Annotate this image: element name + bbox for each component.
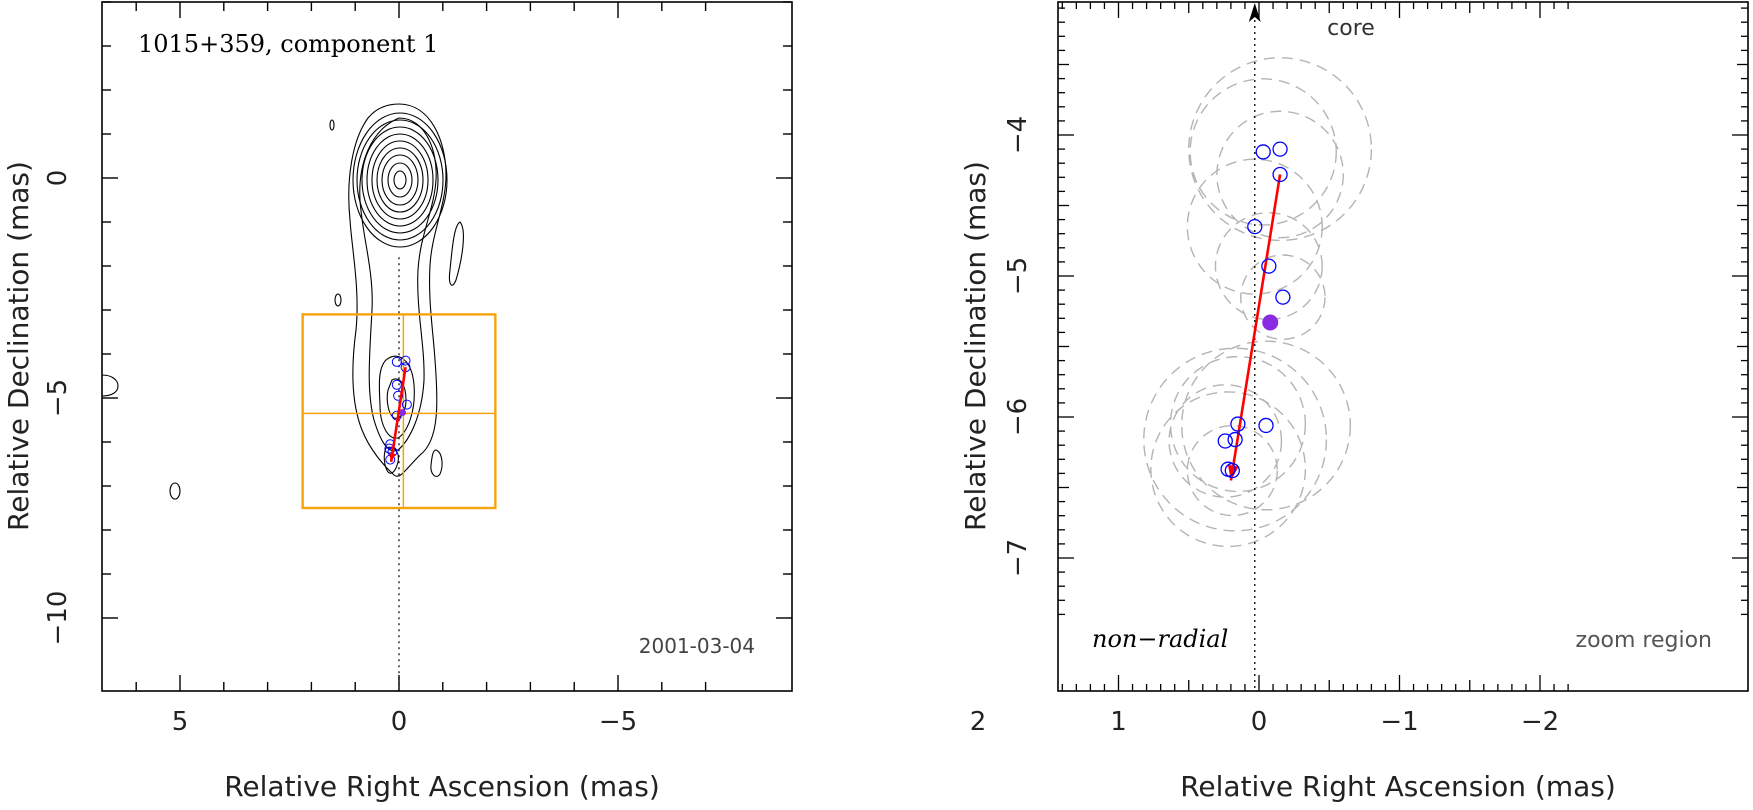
x-tick-label: 5 bbox=[172, 707, 189, 737]
component-marker bbox=[1217, 433, 1233, 449]
motion-vector bbox=[389, 367, 407, 462]
core-direction-line bbox=[1248, 3, 1261, 691]
core-contour bbox=[387, 162, 413, 198]
uncertainty-circle-group bbox=[1143, 57, 1373, 548]
right-axis-ticks: 2 1 0 −1 −2 −4 −5 −6 −7 bbox=[970, 2, 1748, 737]
uncertainty-circle bbox=[1214, 212, 1323, 321]
core-contour bbox=[366, 133, 434, 227]
uncertainty-circles bbox=[1143, 57, 1373, 548]
core-contour bbox=[376, 147, 424, 213]
core-contour bbox=[356, 119, 444, 241]
x-tick-label: −1 bbox=[1380, 707, 1418, 737]
uncertainty-circle bbox=[1181, 340, 1352, 511]
uncertainty-circle bbox=[1216, 110, 1344, 239]
x-tick-label: −5 bbox=[599, 707, 637, 737]
component-marker bbox=[1261, 258, 1277, 274]
jet-contour bbox=[383, 446, 399, 474]
component-marker bbox=[401, 399, 412, 410]
zoom-box-rect bbox=[301, 313, 497, 510]
core-contour bbox=[371, 140, 429, 220]
left-x-axis-label: Relative Right Ascension (mas) bbox=[224, 770, 660, 803]
jet-contour bbox=[348, 103, 447, 477]
uncertainty-circle bbox=[1143, 347, 1328, 532]
right-x-axis-label: Relative Right Ascension (mas) bbox=[1180, 770, 1616, 803]
motion-vector bbox=[1229, 174, 1282, 481]
noise-contour bbox=[334, 293, 342, 307]
x-tick-label: 0 bbox=[391, 707, 408, 737]
y-tick-label: −4 bbox=[1003, 116, 1033, 154]
motion-vector-arrowhead bbox=[388, 453, 396, 462]
jet-contour bbox=[448, 221, 464, 286]
non-radial-label: non−radial bbox=[1092, 625, 1228, 653]
contour-map bbox=[101, 103, 464, 500]
y-tick-label: −6 bbox=[1003, 398, 1033, 436]
x-tick-label: 1 bbox=[1110, 707, 1127, 737]
right-y-axis-label: Relative Declination (mas) bbox=[959, 161, 992, 531]
left-y-axis-label: Relative Declination (mas) bbox=[2, 161, 35, 531]
core-contour bbox=[361, 126, 439, 234]
uncertainty-circle bbox=[1168, 384, 1283, 498]
component-marker bbox=[1275, 289, 1291, 305]
jet-contour bbox=[359, 117, 437, 452]
component-marker bbox=[393, 390, 404, 401]
component-marker bbox=[391, 379, 402, 390]
component-marker bbox=[1258, 417, 1274, 434]
uncertainty-circle bbox=[1240, 254, 1326, 341]
core-contour bbox=[381, 154, 419, 206]
highlighted-component-marker bbox=[399, 409, 407, 417]
y-tick-label: −5 bbox=[1003, 257, 1033, 295]
component-marker bbox=[1255, 144, 1271, 160]
uncertainty-circle bbox=[1169, 355, 1307, 493]
component-marker bbox=[1224, 462, 1240, 479]
x-tick-label: −2 bbox=[1521, 707, 1559, 737]
uncertainty-circle bbox=[1186, 158, 1323, 295]
left-plot-title: 1015+359, component 1 bbox=[138, 30, 438, 58]
jet-contour bbox=[378, 355, 415, 439]
noise-contour bbox=[169, 482, 181, 500]
noise-contour bbox=[101, 374, 119, 397]
noise-contour bbox=[329, 119, 335, 131]
uncertainty-circle bbox=[1189, 78, 1337, 226]
y-tick-label: −5 bbox=[43, 379, 73, 417]
component-markers bbox=[384, 355, 412, 465]
uncertainty-circle bbox=[1188, 57, 1373, 242]
y-tick-label: −10 bbox=[43, 591, 73, 646]
y-tick-label: −7 bbox=[1003, 539, 1033, 577]
uncertainty-circle bbox=[1186, 424, 1278, 517]
uncertainty-circle bbox=[1150, 391, 1307, 548]
component-marker bbox=[1227, 431, 1243, 448]
left-plot-frame bbox=[101, 1, 793, 692]
component-marker bbox=[400, 355, 411, 366]
left-panel: 5 0 −5 0 −5 −10 1015+359, component 1 2001-03… bbox=[2, 1, 793, 803]
component-marker bbox=[1247, 218, 1263, 235]
core-direction-arrowhead bbox=[1248, 3, 1261, 22]
component-marker bbox=[1230, 416, 1246, 432]
component-marker bbox=[1272, 141, 1288, 157]
observation-date: 2001-03-04 bbox=[639, 634, 755, 658]
y-tick-label: 0 bbox=[43, 170, 73, 187]
left-axis-ticks: 5 0 −5 0 −5 −10 bbox=[43, 1, 792, 737]
right-plot-frame bbox=[1057, 1, 1749, 692]
zoom-region-label: zoom region bbox=[1576, 628, 1712, 653]
component-marker bbox=[1272, 166, 1288, 183]
core-label: core bbox=[1327, 16, 1375, 41]
right-panel: 2 1 0 −1 −2 −4 −5 −6 −7 core non−radial zoom reg… bbox=[959, 1, 1749, 803]
core-contour bbox=[393, 170, 407, 190]
highlighted-component-marker bbox=[1262, 314, 1279, 331]
x-tick-label: 2 bbox=[970, 707, 987, 737]
jet-contour bbox=[430, 449, 443, 477]
x-tick-label: 0 bbox=[1251, 707, 1268, 737]
core-contour bbox=[352, 112, 448, 248]
component-markers bbox=[1217, 141, 1291, 481]
component-marker bbox=[391, 356, 402, 367]
motion-vector-arrowhead bbox=[1227, 464, 1239, 481]
